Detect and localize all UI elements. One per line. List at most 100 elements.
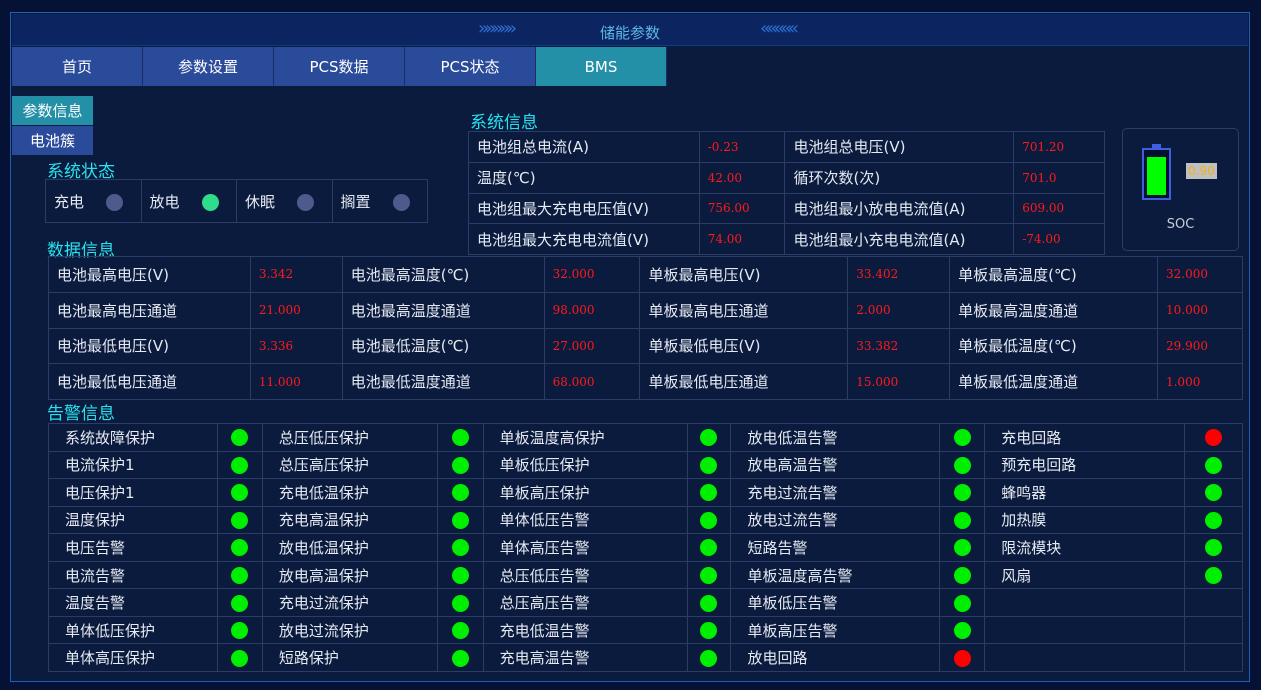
status-dot-icon [700,484,718,502]
status-dot-icon [451,429,469,447]
label-cell: 单板最低温度通道 [949,363,1158,400]
alarm-label: 电压告警 [48,533,218,562]
status-item: 休眠 [236,179,333,223]
alarm-label: 充电高温告警 [482,643,688,672]
status-item: 放电 [140,179,237,223]
tab-0[interactable]: 首页 [12,47,143,86]
alarm-label: 电流保护1 [48,450,218,480]
alarm-label: 单板低压告警 [730,588,941,617]
value-cell: 68.000 [543,363,641,400]
status-dot-icon [700,622,718,640]
status-dot-icon [700,539,718,557]
alarm-info-table: 系统故障保护 总压低压保护 单板温度高保护 放电低温告警 充电回路 电流保护1 总压高压保护… [48,423,1243,672]
alarm-indicator [216,615,263,645]
status-dot-icon [700,567,718,584]
status-dot-icon [1205,429,1222,447]
value-cell: 32.000 [543,256,641,293]
alarm-indicator [216,643,263,672]
alarm-indicator [436,643,484,672]
label-cell: 电池组最小放电电流值(A) [784,192,1015,225]
alarm-label: 系统故障保护 [48,423,218,452]
tab-2[interactable]: PCS数据 [274,47,405,86]
alarm-label: 充电高温保护 [261,505,438,535]
value-cell: 1.000 [1156,363,1244,400]
alarm-label: 充电低温告警 [482,615,688,645]
alarm-info-title: 告警信息 [47,404,115,424]
alarm-label: 温度保护 [48,505,218,535]
alarm-indicator [216,560,263,590]
alarm-indicator [686,615,732,645]
battery-icon [1142,144,1171,200]
table-row: 电流告警 放电高温保护 总压低压告警 单板温度高告警 风扇 [48,560,1243,590]
alarm-label: 单板高压告警 [730,615,941,645]
status-dot-icon [953,649,971,667]
header: »»»»» 储能参数 ««««« [12,14,1248,46]
alarm-label [984,643,1186,672]
table-row: 单体高压保护 短路保护 充电高温告警 放电回路 [48,643,1243,672]
status-dot-icon [953,484,971,502]
table-row: 系统故障保护 总压低压保护 单板温度高保护 放电低温告警 充电回路 [48,423,1243,452]
alarm-label: 电流告警 [48,560,218,590]
alarm-label: 总压高压告警 [482,588,688,617]
value-cell: -74.00 [1013,223,1105,255]
alarm-indicator [216,423,263,452]
chevrons-left-icon: ««««« [760,18,799,39]
tab-4[interactable]: BMS [536,47,667,86]
alarm-label: 加热膜 [984,505,1186,535]
value-cell: 42.00 [698,161,786,194]
alarm-indicator [436,533,484,562]
table-row: 电压告警 放电低温保护 单体高压告警 短路告警 限流模块 [48,533,1243,562]
alarm-label: 放电低温保护 [261,533,438,562]
alarm-indicator [216,505,263,535]
alarm-label: 单板低压保护 [482,450,688,480]
status-dot-icon [451,511,469,529]
alarm-indicator [1184,615,1243,645]
status-dot-icon [1205,456,1222,474]
system-info-title: 系统信息 [470,113,538,133]
table-row: 温度告警 充电过流保护 总压高压告警 单板低压告警 [48,588,1243,617]
table-row: 温度保护 充电高温保护 单体低压告警 放电过流告警 加热膜 [48,505,1243,535]
status-dot-icon [451,456,469,474]
alarm-indicator [436,560,484,590]
alarm-indicator [1184,505,1243,535]
alarm-label: 充电过流告警 [730,478,941,507]
status-dot-icon [953,429,971,447]
table-row: 电池组总电流(A) -0.23 电池组总电压(V) 701.20 [468,131,1105,163]
label-cell: 电池最高电压通道 [48,291,251,329]
value-cell: 29.900 [1156,327,1244,365]
alarm-indicator [686,560,732,590]
alarm-indicator [686,478,732,507]
status-indicator-icon [201,193,219,211]
status-dot-icon [231,511,249,529]
label-cell: 电池组总电流(A) [468,131,700,163]
alarm-indicator [1184,423,1243,452]
value-cell: -0.23 [698,131,786,163]
label-cell: 电池最低电压通道 [48,363,251,400]
label-cell: 单板最高温度通道 [949,291,1158,329]
alarm-indicator [686,643,732,672]
alarm-label: 充电回路 [984,423,1186,452]
label-cell: 电池最低温度通道 [341,363,545,400]
alarm-label: 单板高压保护 [482,478,688,507]
alarm-label [984,588,1186,617]
status-dot-icon [451,594,469,612]
table-row: 电池最低电压通道 11.000 电池最低温度通道 68.000 单板最低电压通道 15.0… [48,363,1244,400]
label-cell: 单板最低电压(V) [639,327,849,365]
system-status-title: 系统状态 [47,162,115,182]
alarm-label: 短路保护 [261,643,438,672]
alarm-indicator [436,423,484,452]
alarm-indicator [1184,478,1243,507]
status-dot-icon [451,567,469,584]
tab-1[interactable]: 参数设置 [143,47,274,86]
alarm-label: 总压低压保护 [261,423,438,452]
alarm-label: 放电低温告警 [730,423,941,452]
table-row: 电池最低电压(V) 3.336 电池最低温度(℃) 27.000 单板最低电压(V) 33… [48,327,1244,365]
side-tab-0[interactable]: 参数信息 [12,96,93,125]
side-tab-1[interactable]: 电池簇 [12,126,93,155]
status-label: 放电 [149,192,180,211]
value-cell: 15.000 [847,363,951,400]
label-cell: 电池最低温度(℃) [341,327,545,365]
tab-3[interactable]: PCS状态 [405,47,536,86]
status-dot-icon [953,594,971,612]
label-cell: 单板最高电压(V) [639,256,849,293]
